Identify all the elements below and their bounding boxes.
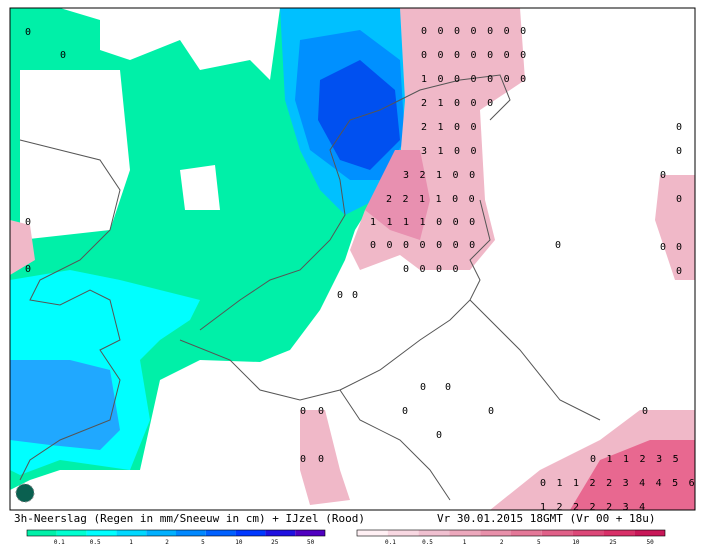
grid-value: 0 — [642, 406, 648, 417]
scale-label: 50 — [307, 539, 315, 546]
map-frame — [9, 7, 696, 511]
scale-swatch — [634, 530, 665, 536]
grid-value: 0 — [436, 430, 442, 441]
borders-south — [339, 299, 601, 501]
coastlines — [19, 74, 601, 501]
ice-mid — [365, 150, 430, 240]
rain-heavy — [318, 60, 400, 170]
scale-label: 2 — [165, 539, 169, 546]
grid-value: 0 — [676, 194, 682, 205]
grid-row: 2100 — [421, 122, 487, 133]
grid-value: 0 — [420, 382, 426, 393]
scale-label: 0.5 — [90, 539, 101, 546]
coast-continent — [199, 74, 511, 331]
scale-label: 1 — [129, 539, 133, 546]
scale-label: 2 — [500, 539, 504, 546]
scale-label: 25 — [271, 539, 279, 546]
scale-label: 0.1 — [54, 539, 65, 546]
grid-value: 0 — [300, 454, 306, 465]
coast-gb — [19, 139, 121, 481]
scale-swatch — [480, 530, 511, 536]
grid-value: 0 — [352, 290, 358, 301]
grid-row: 1222234 — [540, 502, 656, 513]
grid-value: 0 — [488, 406, 494, 417]
scale-label: 25 — [609, 539, 617, 546]
scale-swatch — [541, 530, 573, 536]
grid-value: 0 — [318, 406, 324, 417]
grid-row: 0112234456 — [540, 478, 705, 489]
scale-swatch — [86, 530, 117, 536]
scale-swatch — [603, 530, 635, 536]
scale-label: 10 — [235, 539, 243, 546]
scale-label: 0.5 — [422, 539, 433, 546]
grid-value: 0 — [660, 242, 666, 253]
scale-swatch — [357, 530, 388, 536]
grid-row: 1111000 — [370, 217, 486, 228]
grid-value: 0 — [60, 50, 66, 61]
grid-row: 011235 — [590, 454, 689, 465]
scale-swatch — [449, 530, 481, 536]
scale-frame — [26, 529, 326, 537]
scale-swatch — [176, 530, 206, 536]
scale-swatch — [27, 530, 57, 536]
grid-values: 0000000000000010000002100021003100321002… — [25, 26, 705, 513]
logo — [15, 483, 35, 503]
scale-swatch — [235, 530, 266, 536]
scale-swatch — [387, 530, 419, 536]
grid-value: 0 — [318, 454, 324, 465]
grid-row: 0000000 — [421, 26, 537, 37]
grid-value: 0 — [25, 264, 31, 275]
scale-label: 5 — [537, 539, 541, 546]
scale-swatch — [295, 530, 325, 536]
scale-swatch — [265, 530, 296, 536]
grid-value: 0 — [25, 27, 31, 38]
scale-swatch — [146, 530, 176, 536]
grid-row: 0000 — [403, 264, 469, 275]
grid-value: 0 — [555, 240, 561, 251]
no-precip — [20, 8, 280, 240]
scale-swatch — [205, 530, 236, 536]
scale-swatch — [418, 530, 450, 536]
grid-value: 0 — [676, 242, 682, 253]
grid-value: 0 — [445, 382, 451, 393]
scale-label: 5 — [201, 539, 205, 546]
grid-row: 3100 — [421, 146, 487, 157]
color-scales: 0.1 0.5 1 2 5 10 25 50 0.1 0.5 1 2 5 10 25 50 — [26, 529, 666, 546]
scale-swatch — [56, 530, 87, 536]
precip-fields — [10, 8, 695, 510]
grid-row: 21000 — [421, 98, 504, 109]
grid-value: 0 — [676, 266, 682, 277]
grid-value: 0 — [676, 122, 682, 133]
valid-time: Vr 30.01.2015 18GMT (Vr 00 + 18u) — [437, 512, 656, 525]
grid-row: 0000000 — [370, 240, 486, 251]
grid-value: 0 — [337, 290, 343, 301]
scale-frame — [356, 529, 666, 537]
grid-value: 0 — [402, 406, 408, 417]
grid-row: 0000000 — [421, 50, 537, 61]
caption: 3h-Neerslag (Regen in mm/Sneeuw in cm) +… — [14, 512, 365, 525]
grid-value: 0 — [25, 217, 31, 228]
grid-row: 221100 — [386, 194, 485, 205]
scale-swatch — [116, 530, 147, 536]
scale-label: 0.1 — [385, 539, 396, 546]
grid-row: 32100 — [403, 170, 486, 181]
grid-value: 0 — [676, 146, 682, 157]
rain-blue — [10, 360, 120, 450]
scale-swatch — [511, 530, 542, 536]
scale-label: 1 — [463, 539, 467, 546]
grid-row: 1000000 — [421, 74, 537, 85]
ice-south-heavy — [570, 440, 695, 510]
scale-label: 10 — [572, 539, 580, 546]
grid-value: 0 — [660, 170, 666, 181]
borders — [179, 199, 491, 401]
scale-label: 50 — [647, 539, 655, 546]
scale-swatch — [572, 530, 604, 536]
grid-value: 0 — [300, 406, 306, 417]
